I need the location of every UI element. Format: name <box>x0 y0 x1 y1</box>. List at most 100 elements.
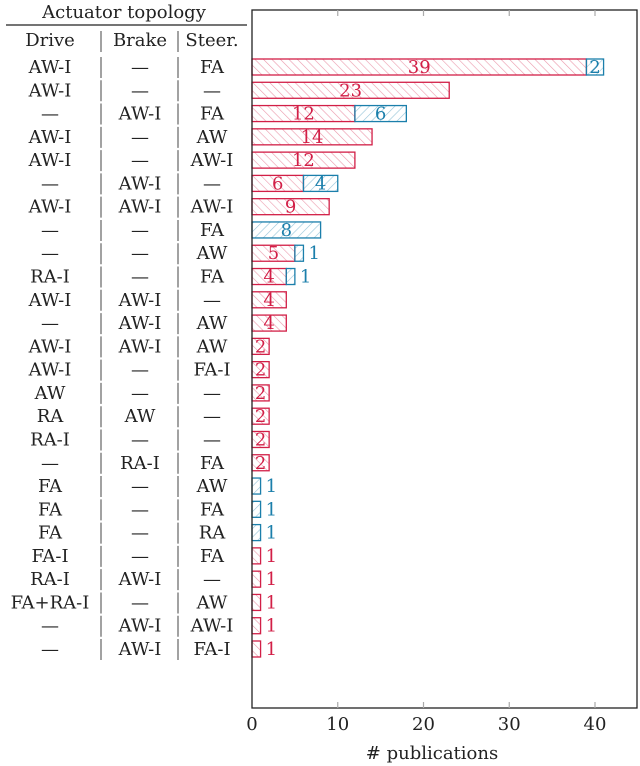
table-row: AW-I AW-I AW-I 9 <box>28 196 330 218</box>
drive-cell: AW <box>34 383 66 404</box>
brake-cell: — <box>131 267 149 288</box>
table-row: AW-I — FA 39 2 <box>28 57 605 78</box>
data-label: 4 <box>263 313 274 334</box>
column-header-steer: Steer. <box>185 30 238 51</box>
data-label: 2 <box>589 57 600 78</box>
table-row: AW — — 2 <box>34 382 270 404</box>
drive-cell: AW-I <box>28 336 72 357</box>
drive-cell: AW-I <box>28 360 72 381</box>
brake-cell: AW-I <box>118 313 162 334</box>
drive-cell: RA-I <box>30 569 70 590</box>
brake-cell: AW-I <box>118 616 162 637</box>
table-row: FA — AW 1 <box>38 476 277 498</box>
data-label: 2 <box>255 406 266 427</box>
steer-cell: AW-I <box>190 197 234 218</box>
bar-series-blue <box>585 58 605 76</box>
bar-series-blue <box>294 244 305 262</box>
bar-series-blue <box>251 477 262 495</box>
table-row: FA — FA 1 <box>38 499 277 521</box>
data-label: 4 <box>263 290 274 311</box>
brake-cell: — <box>131 127 149 148</box>
steer-cell: FA <box>200 220 225 241</box>
brake-cell: AW-I <box>118 639 162 660</box>
brake-cell: — <box>131 523 149 544</box>
data-label: 6 <box>375 104 386 125</box>
steer-cell: AW <box>196 336 228 357</box>
data-label: 1 <box>266 569 277 590</box>
bar-series-blue <box>354 104 407 123</box>
table-row: AW-I — — 23 <box>28 80 450 102</box>
table-row: RA AW — 2 <box>37 406 270 428</box>
steer-cell: AW <box>196 313 228 334</box>
table-row: RA-I — — 2 <box>30 429 270 451</box>
drive-cell: — <box>41 639 59 660</box>
data-label: 4 <box>315 173 326 194</box>
table-row: FA — RA 1 <box>38 522 277 544</box>
steer-cell: AW <box>196 592 228 613</box>
drive-cell: — <box>41 243 59 264</box>
drive-cell: AW-I <box>28 290 72 311</box>
drive-cell: RA-I <box>30 267 70 288</box>
table-row: — AW-I AW-I 1 <box>41 615 277 637</box>
brake-cell: — <box>131 220 149 241</box>
data-label: 8 <box>281 220 292 241</box>
bar-series-red <box>251 593 262 612</box>
data-label: 6 <box>272 173 283 194</box>
data-label: 2 <box>255 383 266 404</box>
steer-cell: — <box>203 173 221 194</box>
table-row: RA-I AW-I — 1 <box>30 569 277 591</box>
brake-cell: AW-I <box>118 569 162 590</box>
steer-cell: — <box>203 569 221 590</box>
bar-series-red <box>251 570 262 588</box>
column-header-drive: Drive <box>25 30 75 51</box>
brake-cell: AW-I <box>118 173 162 194</box>
steer-cell: FA <box>200 499 225 520</box>
table-row: AW-I — AW-I 12 <box>28 150 356 172</box>
brake-cell: AW-I <box>118 104 162 125</box>
data-label: 1 <box>266 523 277 544</box>
table-row: RA-I — FA 4 1 <box>30 266 311 288</box>
data-label: 1 <box>308 243 319 264</box>
steer-cell: — <box>203 406 221 427</box>
data-label: 39 <box>408 57 431 78</box>
steer-cell: FA-I <box>193 360 230 381</box>
drive-cell: — <box>41 453 59 474</box>
brake-cell: — <box>131 383 149 404</box>
bar-series-blue <box>302 174 339 193</box>
brake-cell: — <box>131 80 149 101</box>
brake-cell: — <box>131 360 149 381</box>
brake-cell: AW-I <box>118 197 162 218</box>
data-label: 1 <box>266 546 277 567</box>
data-label: 14 <box>301 127 324 148</box>
data-label: 12 <box>292 150 315 171</box>
drive-cell: AW-I <box>28 80 72 101</box>
brake-cell: — <box>131 243 149 264</box>
table-title: Actuator topology <box>41 2 207 23</box>
data-label: 2 <box>255 360 266 381</box>
steer-cell: — <box>203 290 221 311</box>
steer-cell: — <box>203 429 221 450</box>
steer-cell: FA <box>200 453 225 474</box>
bar-series-blue <box>251 500 262 518</box>
table-row: FA+RA-I — AW 1 <box>11 592 277 614</box>
steer-cell: FA <box>200 267 225 288</box>
bar-series-red <box>251 617 262 635</box>
x-tick-label: 20 <box>412 714 435 735</box>
drive-cell: AW-I <box>28 150 72 171</box>
drive-cell: FA+RA-I <box>11 592 90 613</box>
brake-cell: RA-I <box>120 453 160 474</box>
x-tick-label: 0 <box>246 714 257 735</box>
brake-cell: — <box>131 546 149 567</box>
steer-cell: AW <box>196 476 228 497</box>
data-label: 9 <box>285 197 296 218</box>
drive-cell: AW-I <box>28 57 72 78</box>
bar-series-red <box>251 640 262 658</box>
data-label: 2 <box>255 429 266 450</box>
steer-cell: — <box>203 383 221 404</box>
plot-frame <box>251 9 638 709</box>
bar-series-red <box>251 547 262 565</box>
data-label: 1 <box>266 616 277 637</box>
drive-cell: AW-I <box>28 197 72 218</box>
table-row: — AW-I AW 4 <box>41 313 287 335</box>
drive-cell: FA <box>38 499 63 520</box>
